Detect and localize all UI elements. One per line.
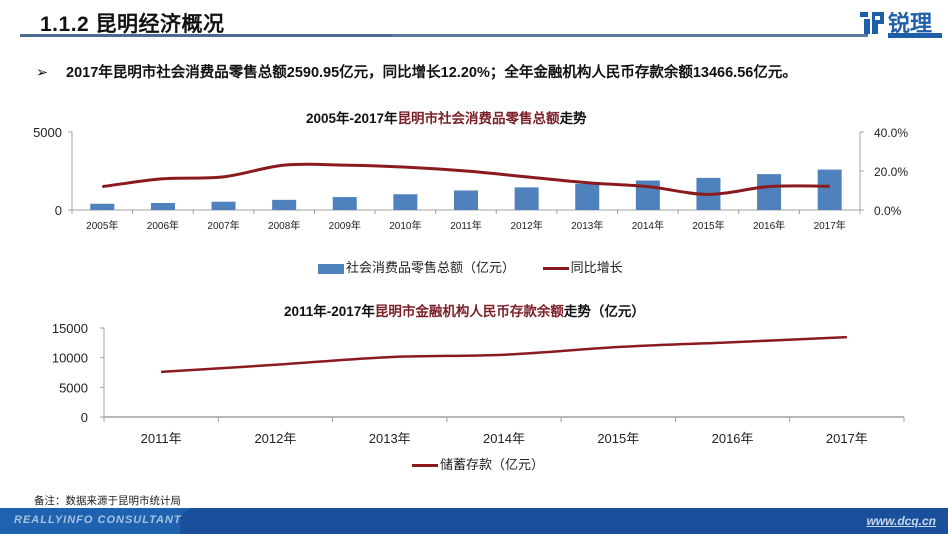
- x-tick-label: 2014年: [483, 431, 525, 446]
- x-tick-label: 2008年: [268, 219, 300, 232]
- bar: [454, 190, 478, 210]
- chart1-plot: 0 5000 0.0% 20.0% 40.0% 2005年 2006年 2007年 2008年 2…: [33, 125, 908, 232]
- bar: [150, 202, 175, 210]
- y-tick-label: 5000: [33, 125, 62, 140]
- chart2-title-prefix: 2011年-2017年: [284, 304, 375, 319]
- bar: [272, 199, 297, 210]
- logo-mark-icon: [860, 12, 884, 34]
- x-tick-label: 2010年: [389, 219, 421, 232]
- x-tick-label: 2012年: [254, 431, 296, 446]
- x-tick-label: 2012年: [510, 219, 542, 232]
- footer-left-panel: [0, 508, 180, 534]
- x-tick-label: 2011年: [450, 219, 482, 232]
- source-note: 备注：数据来源于昆明市统计局: [34, 495, 181, 507]
- page-title: 1.1.2 昆明经济概况: [40, 13, 225, 36]
- chart2-title: 2011年-2017年昆明市金融机构人民币存款余额走势（亿元）: [284, 300, 645, 320]
- chart2-plot: 0 5000 10000 15000 2011年 2012年 2013年 2014年 2015年…: [52, 321, 905, 446]
- x-tick-label: 2009年: [329, 219, 361, 232]
- x-tick-label: 2014年: [632, 219, 664, 232]
- header-divider: [20, 34, 392, 37]
- x-tick-label: 2015年: [692, 219, 724, 232]
- logo-underline: [888, 33, 942, 38]
- chart1-legend: 社会消费品零售总额（亿元） 同比增长: [318, 257, 623, 276]
- bar: [757, 174, 782, 210]
- x-tick-label: 2013年: [571, 219, 603, 232]
- footer-url-link[interactable]: www.dcq.cn: [866, 514, 936, 528]
- chart2-legend: 储蓄存款（亿元）: [412, 454, 544, 473]
- bar: [514, 187, 539, 210]
- legend-bar-swatch: [318, 263, 344, 274]
- y2-tick-label: 20.0%: [874, 165, 908, 179]
- bullet-arrow-icon: ➢: [36, 65, 49, 81]
- bar: [393, 194, 418, 210]
- y-tick-label: 10000: [52, 351, 88, 366]
- summary-bullet: ➢ 2017年昆明市社会消费品零售总额2590.95亿元，同比增长12.20%；全…: [36, 61, 797, 82]
- legend-line-swatch: [542, 267, 569, 271]
- y-tick-label: 0: [81, 410, 88, 425]
- bar: [332, 197, 357, 210]
- chart1-title: 2005年-2017年昆明市社会消费品零售总额走势: [306, 107, 587, 127]
- bar: [90, 203, 115, 210]
- x-tick-label: 2005年: [86, 219, 118, 232]
- bar: [575, 183, 600, 210]
- x-tick-label: 2017年: [814, 219, 846, 232]
- chart2-title-highlight: 昆明市金融机构人民币存款余额: [374, 304, 564, 319]
- footer-bar: REALLYINFO CONSULTANT www.dcq.cn: [0, 508, 948, 534]
- x-tick-label: 2017年: [826, 431, 868, 446]
- chart2-title-suffix: 走势（亿元）: [563, 304, 645, 319]
- x-tick-label: 2007年: [207, 219, 239, 232]
- x-tick-label: 2006年: [147, 219, 179, 232]
- x-tick-label: 2011年: [141, 431, 182, 446]
- y2-tick-label: 0.0%: [874, 204, 902, 218]
- legend-line-label: 储蓄存款（亿元）: [440, 457, 545, 472]
- x-tick-label: 2015年: [597, 431, 639, 446]
- deposit-line: [161, 335, 847, 374]
- bar: [817, 169, 842, 210]
- x-tick-label: 2016年: [712, 431, 754, 446]
- footer-brand: REALLYINFO CONSULTANT: [14, 514, 182, 526]
- legend-line-swatch: [412, 464, 438, 468]
- footer-diagonal: [160, 508, 190, 534]
- summary-text: 2017年昆明市社会消费品零售总额2590.95亿元，同比增长12.20%；全年…: [66, 65, 797, 81]
- chart1-title-suffix: 走势: [559, 111, 587, 126]
- bar: [211, 201, 236, 210]
- x-tick-label: 2016年: [753, 219, 785, 232]
- chart1-title-highlight: 昆明市社会消费品零售总额: [397, 111, 560, 126]
- logo-text: 锐理: [888, 11, 933, 36]
- y-tick-label: 15000: [52, 321, 88, 336]
- company-logo: 锐理: [860, 6, 944, 40]
- header-divider-right: [392, 34, 868, 37]
- y-tick-label: 5000: [59, 380, 88, 395]
- legend-bar-label: 社会消费品零售总额（亿元）: [346, 260, 516, 275]
- chart1-title-prefix: 2005年-2017年: [306, 111, 398, 126]
- x-tick-label: 2013年: [369, 431, 411, 446]
- legend-line-label: 同比增长: [570, 260, 623, 275]
- y-tick-label: 0: [55, 203, 62, 218]
- y2-tick-label: 40.0%: [874, 126, 908, 140]
